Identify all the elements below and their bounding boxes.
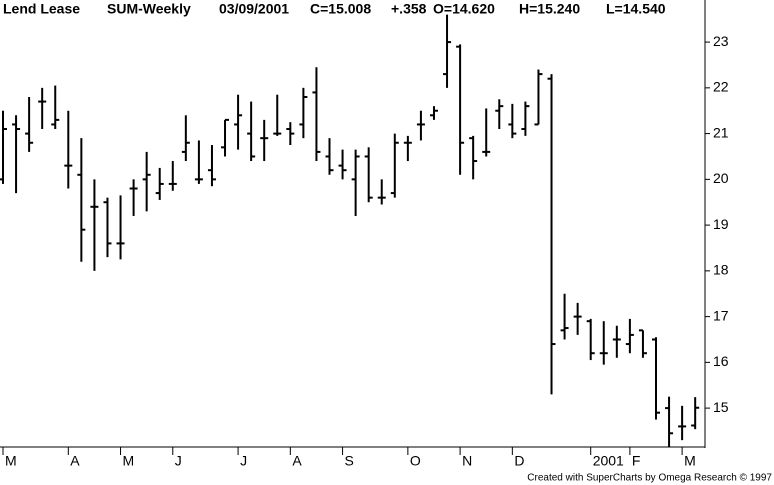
x-tick-label: A: [292, 453, 302, 469]
change-label: +.358: [391, 1, 427, 17]
x-tick-label: F: [632, 453, 641, 469]
close-label: C=15.008: [310, 1, 371, 17]
series-label: SUM-Weekly: [107, 1, 191, 17]
footer: Created with SuperCharts by Omega Resear…: [527, 473, 772, 484]
x-tick-label: M: [123, 453, 135, 469]
y-tick-label: 15: [713, 399, 729, 415]
y-tick-label: 21: [713, 124, 729, 140]
x-tick-label: J: [240, 453, 247, 469]
x-tick-label: S: [345, 453, 354, 469]
symbol: Lend Lease: [3, 1, 80, 17]
x-tick-label: D: [514, 453, 524, 469]
y-tick-label: 19: [713, 216, 729, 232]
y-tick-label: 17: [713, 307, 729, 323]
x-tick-label: 2001: [593, 453, 624, 469]
y-tick-label: 22: [713, 79, 729, 95]
open-label: O=14.620: [433, 1, 495, 17]
y-tick-label: 20: [713, 170, 729, 186]
y-tick-label: 23: [713, 33, 729, 49]
x-tick-label: M: [5, 453, 17, 469]
low-label: L=14.540: [606, 1, 666, 17]
x-tick-label: M: [684, 453, 696, 469]
high-label: H=15.240: [519, 1, 580, 17]
y-tick-label: 16: [713, 353, 729, 369]
x-tick-label: O: [410, 453, 421, 469]
x-tick-label: N: [462, 453, 472, 469]
date: 03/09/2001: [219, 1, 289, 17]
x-tick-label: A: [70, 453, 80, 469]
y-tick-label: 18: [713, 262, 729, 278]
x-tick-label: J: [175, 453, 182, 469]
